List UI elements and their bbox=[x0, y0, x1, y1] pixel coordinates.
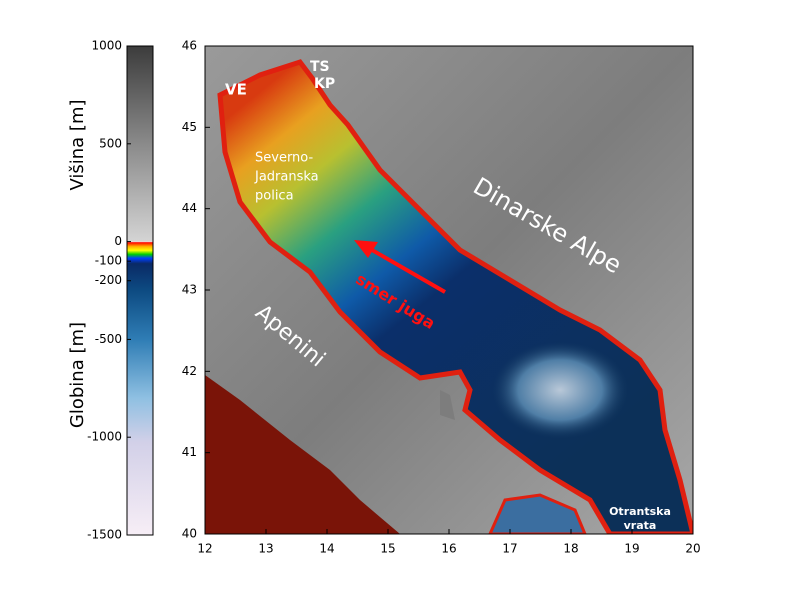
annotation: KP bbox=[314, 76, 335, 92]
deep-basin bbox=[490, 340, 630, 440]
colorbar-label: Globina [m] bbox=[67, 322, 88, 428]
y-tick-label: 40 bbox=[182, 527, 197, 541]
colorbar-tick-label: -1000 bbox=[87, 430, 122, 444]
y-tick-label: 44 bbox=[182, 201, 197, 215]
annotation: VE bbox=[225, 81, 247, 99]
map-image bbox=[205, 46, 693, 534]
colorbar-label: Višina [m] bbox=[67, 99, 88, 190]
annotation: Otrantska bbox=[609, 505, 671, 518]
arrow-shaft bbox=[371, 248, 446, 294]
annotation: polica bbox=[255, 189, 294, 204]
x-tick-label: 12 bbox=[197, 542, 212, 556]
y-tick-label: 41 bbox=[182, 445, 197, 459]
annotation: Jadranska bbox=[254, 170, 319, 185]
annotation: Severno- bbox=[255, 151, 313, 166]
colorbar-tick-label: -500 bbox=[95, 332, 122, 346]
annotation: TS bbox=[310, 59, 330, 75]
x-tick-label: 14 bbox=[319, 542, 334, 556]
x-tick-label: 17 bbox=[502, 542, 517, 556]
gargano bbox=[440, 390, 455, 420]
y-tick-label: 46 bbox=[182, 39, 197, 53]
colorbar-tick-label: -100 bbox=[95, 254, 122, 268]
arrow-head bbox=[354, 240, 378, 258]
x-tick-label: 15 bbox=[380, 542, 395, 556]
tyrrhenian bbox=[205, 375, 400, 534]
x-tick-label: 16 bbox=[441, 542, 456, 556]
x-tick-label: 19 bbox=[624, 542, 639, 556]
x-tick-label: 18 bbox=[563, 542, 578, 556]
y-tick-label: 45 bbox=[182, 120, 197, 134]
annotation: vrata bbox=[624, 519, 657, 532]
colorbar bbox=[126, 45, 154, 536]
colorbar-tick-label: 500 bbox=[99, 136, 122, 150]
y-tick-label: 43 bbox=[182, 283, 197, 297]
colorbar-tick-label: 1000 bbox=[91, 39, 122, 53]
colorbar-tick-label: 0 bbox=[114, 234, 122, 248]
colorbar-tick-label: -1500 bbox=[87, 528, 122, 542]
y-tick-label: 42 bbox=[182, 364, 197, 378]
x-tick-label: 13 bbox=[258, 542, 273, 556]
ionian bbox=[488, 493, 587, 534]
x-tick-label: 20 bbox=[685, 542, 700, 556]
colorbar-tick-label: -200 bbox=[95, 273, 122, 287]
